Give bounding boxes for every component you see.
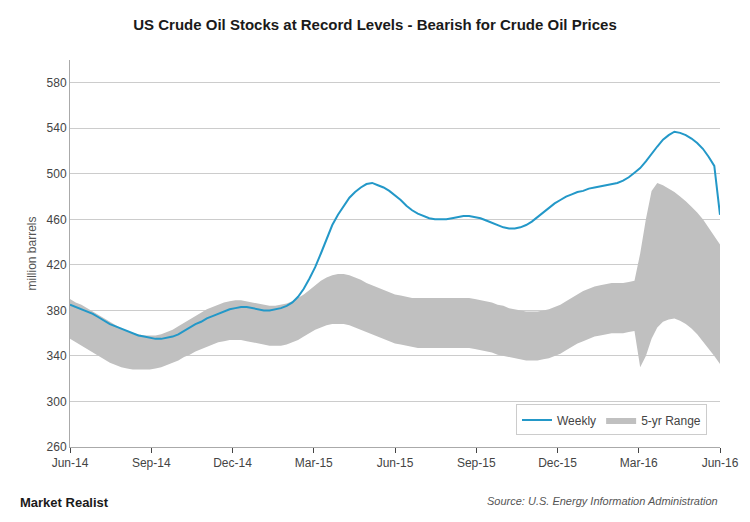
svg-text:Mar-15: Mar-15 [295, 456, 333, 470]
svg-text:Weekly: Weekly [557, 414, 596, 428]
svg-text:Source: U.S. Energy Informatio: Source: U.S. Energy Information Administ… [487, 495, 718, 507]
svg-text:380: 380 [47, 304, 67, 318]
svg-text:Jun-14: Jun-14 [52, 456, 89, 470]
svg-text:500: 500 [47, 167, 67, 181]
svg-text:Sep-14: Sep-14 [132, 456, 171, 470]
svg-text:million barrels: million barrels [25, 216, 39, 290]
svg-text:Sep-15: Sep-15 [457, 456, 496, 470]
svg-text:580: 580 [47, 76, 67, 90]
svg-text:Market Realist: Market Realist [20, 495, 109, 510]
svg-text:Jun-15: Jun-15 [377, 456, 414, 470]
svg-text:340: 340 [47, 349, 67, 363]
svg-text:5-yr Range: 5-yr Range [641, 414, 701, 428]
svg-text:540: 540 [47, 121, 67, 135]
svg-text:Jun-16: Jun-16 [702, 456, 739, 470]
svg-text:Dec-15: Dec-15 [538, 456, 577, 470]
svg-text:260: 260 [47, 440, 67, 454]
svg-text:Dec-14: Dec-14 [213, 456, 252, 470]
svg-text:420: 420 [47, 258, 67, 272]
svg-text:US Crude Oil Stocks at Record: US Crude Oil Stocks at Record Levels - B… [133, 16, 617, 33]
svg-text:460: 460 [47, 213, 67, 227]
svg-text:300: 300 [47, 395, 67, 409]
svg-text:Mar-16: Mar-16 [620, 456, 658, 470]
